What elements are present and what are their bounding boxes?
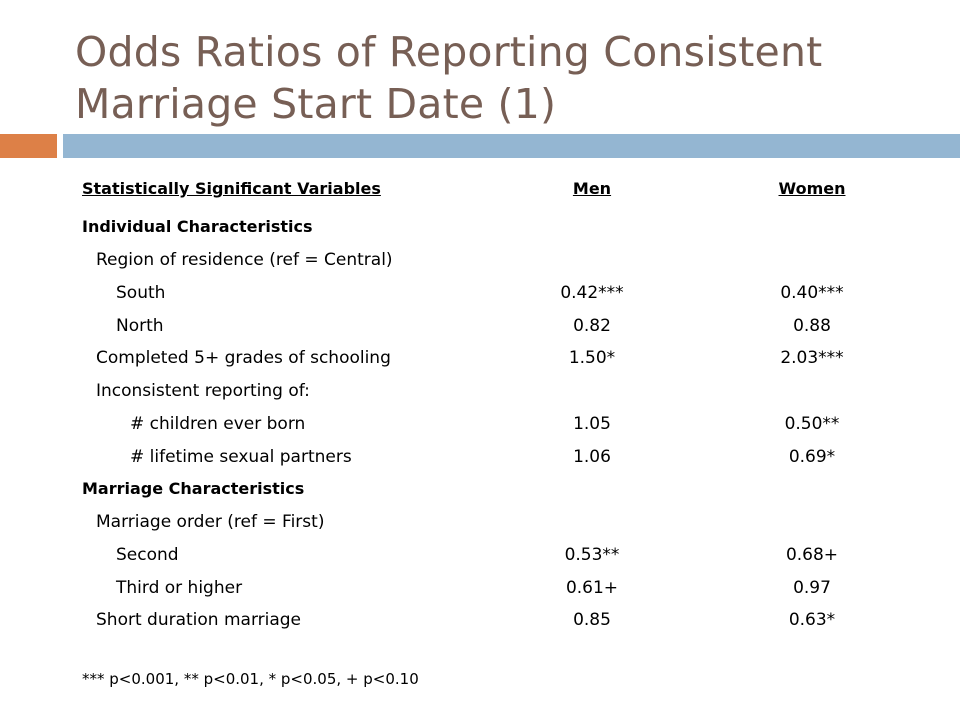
row-label: # children ever born — [130, 414, 306, 434]
row-label: Completed 5+ grades of schooling — [96, 348, 391, 368]
men-value: 0.53** — [564, 545, 620, 565]
women-value: 0.50** — [784, 414, 840, 434]
row-label: # lifetime sexual partners — [130, 447, 352, 467]
significance-footnote: *** p<0.001, ** p<0.01, * p<0.05, + p<0.… — [82, 670, 419, 688]
header-men: Men — [572, 179, 612, 198]
women-value: 0.97 — [793, 578, 831, 598]
women-value: 2.03*** — [780, 348, 844, 368]
table-row: Region of residence (ref = Central) — [82, 244, 882, 276]
row-label: Marriage order (ref = First) — [96, 512, 325, 532]
men-value: 0.82 — [573, 316, 611, 336]
men-value: 1.50* — [568, 348, 616, 368]
men-value: 0.61+ — [565, 578, 619, 598]
women-value: 0.88 — [793, 316, 831, 336]
row-label: Second — [116, 545, 179, 565]
women-value: 0.63* — [788, 610, 836, 630]
women-value: 0.40*** — [780, 283, 844, 303]
table-row: Marriage Characteristics — [82, 473, 882, 505]
accent-bar-orange — [0, 134, 57, 158]
table-row: Completed 5+ grades of schooling 1.50* 2… — [82, 342, 882, 374]
row-label: Region of residence (ref = Central) — [96, 250, 393, 270]
header-variables: Statistically Significant Variables — [82, 179, 381, 198]
men-value: 0.42*** — [560, 283, 624, 303]
slide-title: Odds Ratios of Reporting Consistent Marr… — [75, 28, 823, 128]
section-label: Marriage Characteristics — [82, 479, 305, 498]
table-row: Marriage order (ref = First) — [82, 506, 882, 538]
table-row: Inconsistent reporting of: — [82, 375, 882, 407]
women-value: 0.68+ — [785, 545, 839, 565]
row-label: North — [116, 316, 164, 336]
men-value: 1.06 — [573, 447, 611, 467]
men-value: 0.85 — [573, 610, 611, 630]
table-row: Individual Characteristics — [82, 211, 882, 243]
table-header-row: Statistically Significant Variables Men … — [82, 173, 882, 205]
header-women: Women — [778, 179, 846, 198]
women-value: 0.69* — [788, 447, 836, 467]
row-label: Short duration marriage — [96, 610, 302, 630]
table-row: North 0.82 0.88 — [82, 310, 882, 342]
table-row: # lifetime sexual partners 1.06 0.69* — [82, 441, 882, 473]
row-label: South — [116, 283, 166, 303]
table-row: # children ever born 1.05 0.50** — [82, 408, 882, 440]
row-label: Third or higher — [116, 578, 243, 598]
table-row: Short duration marriage 0.85 0.63* — [82, 604, 882, 636]
section-label: Individual Characteristics — [82, 217, 313, 236]
row-label: Inconsistent reporting of: — [96, 381, 310, 401]
table-row: Third or higher 0.61+ 0.97 — [82, 572, 882, 604]
table-row: South 0.42*** 0.40*** — [82, 277, 882, 309]
men-value: 1.05 — [573, 414, 611, 434]
accent-bar-blue — [63, 134, 960, 158]
table-row: Second 0.53** 0.68+ — [82, 539, 882, 571]
